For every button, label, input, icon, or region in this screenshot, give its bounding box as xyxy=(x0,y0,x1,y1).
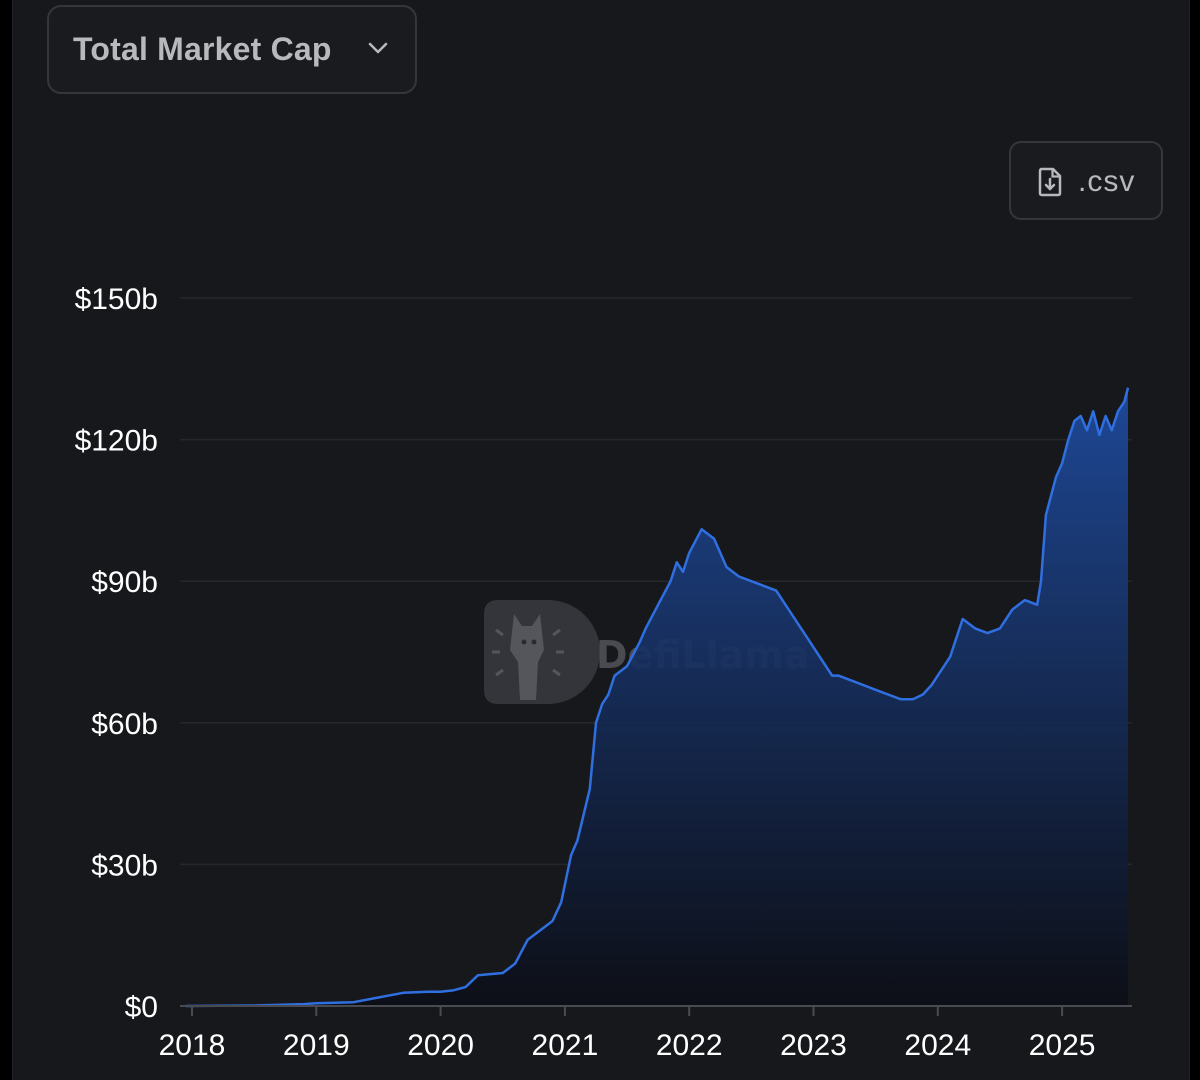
x-tick-label: 2021 xyxy=(532,1029,599,1062)
y-tick-label: $0 xyxy=(125,991,158,1024)
x-tick-label: 2019 xyxy=(283,1029,350,1062)
metric-dropdown-label: Total Market Cap xyxy=(73,31,332,67)
x-tick-label: 2018 xyxy=(159,1029,226,1062)
series-area xyxy=(185,387,1129,1006)
y-tick-label: $90b xyxy=(91,566,158,599)
y-tick-label: $60b xyxy=(91,708,158,741)
series-line xyxy=(185,387,1130,1008)
download-csv-button[interactable]: .csv xyxy=(1009,141,1163,220)
x-tick-label: 2024 xyxy=(904,1029,971,1062)
metric-dropdown[interactable]: Total Market Cap xyxy=(47,5,417,94)
x-tick-label: 2020 xyxy=(407,1029,474,1062)
file-download-icon xyxy=(1038,167,1062,197)
chevron-down-icon xyxy=(368,42,388,54)
y-tick-label: $120b xyxy=(75,425,158,458)
x-axis-ticks: 2018 2019 2020 2021 2022 2023 2024 2025 xyxy=(159,1006,1096,1062)
y-axis-ticks: $0 $30b $60b $90b $120b $150b xyxy=(75,283,158,1024)
x-tick-label: 2022 xyxy=(656,1029,723,1062)
download-csv-label: .csv xyxy=(1078,165,1136,198)
x-tick-label: 2025 xyxy=(1029,1029,1096,1062)
llama-logo-icon xyxy=(484,600,600,704)
y-tick-label: $30b xyxy=(91,849,158,882)
y-tick-label: $150b xyxy=(75,283,158,316)
x-tick-label: 2023 xyxy=(780,1029,847,1062)
